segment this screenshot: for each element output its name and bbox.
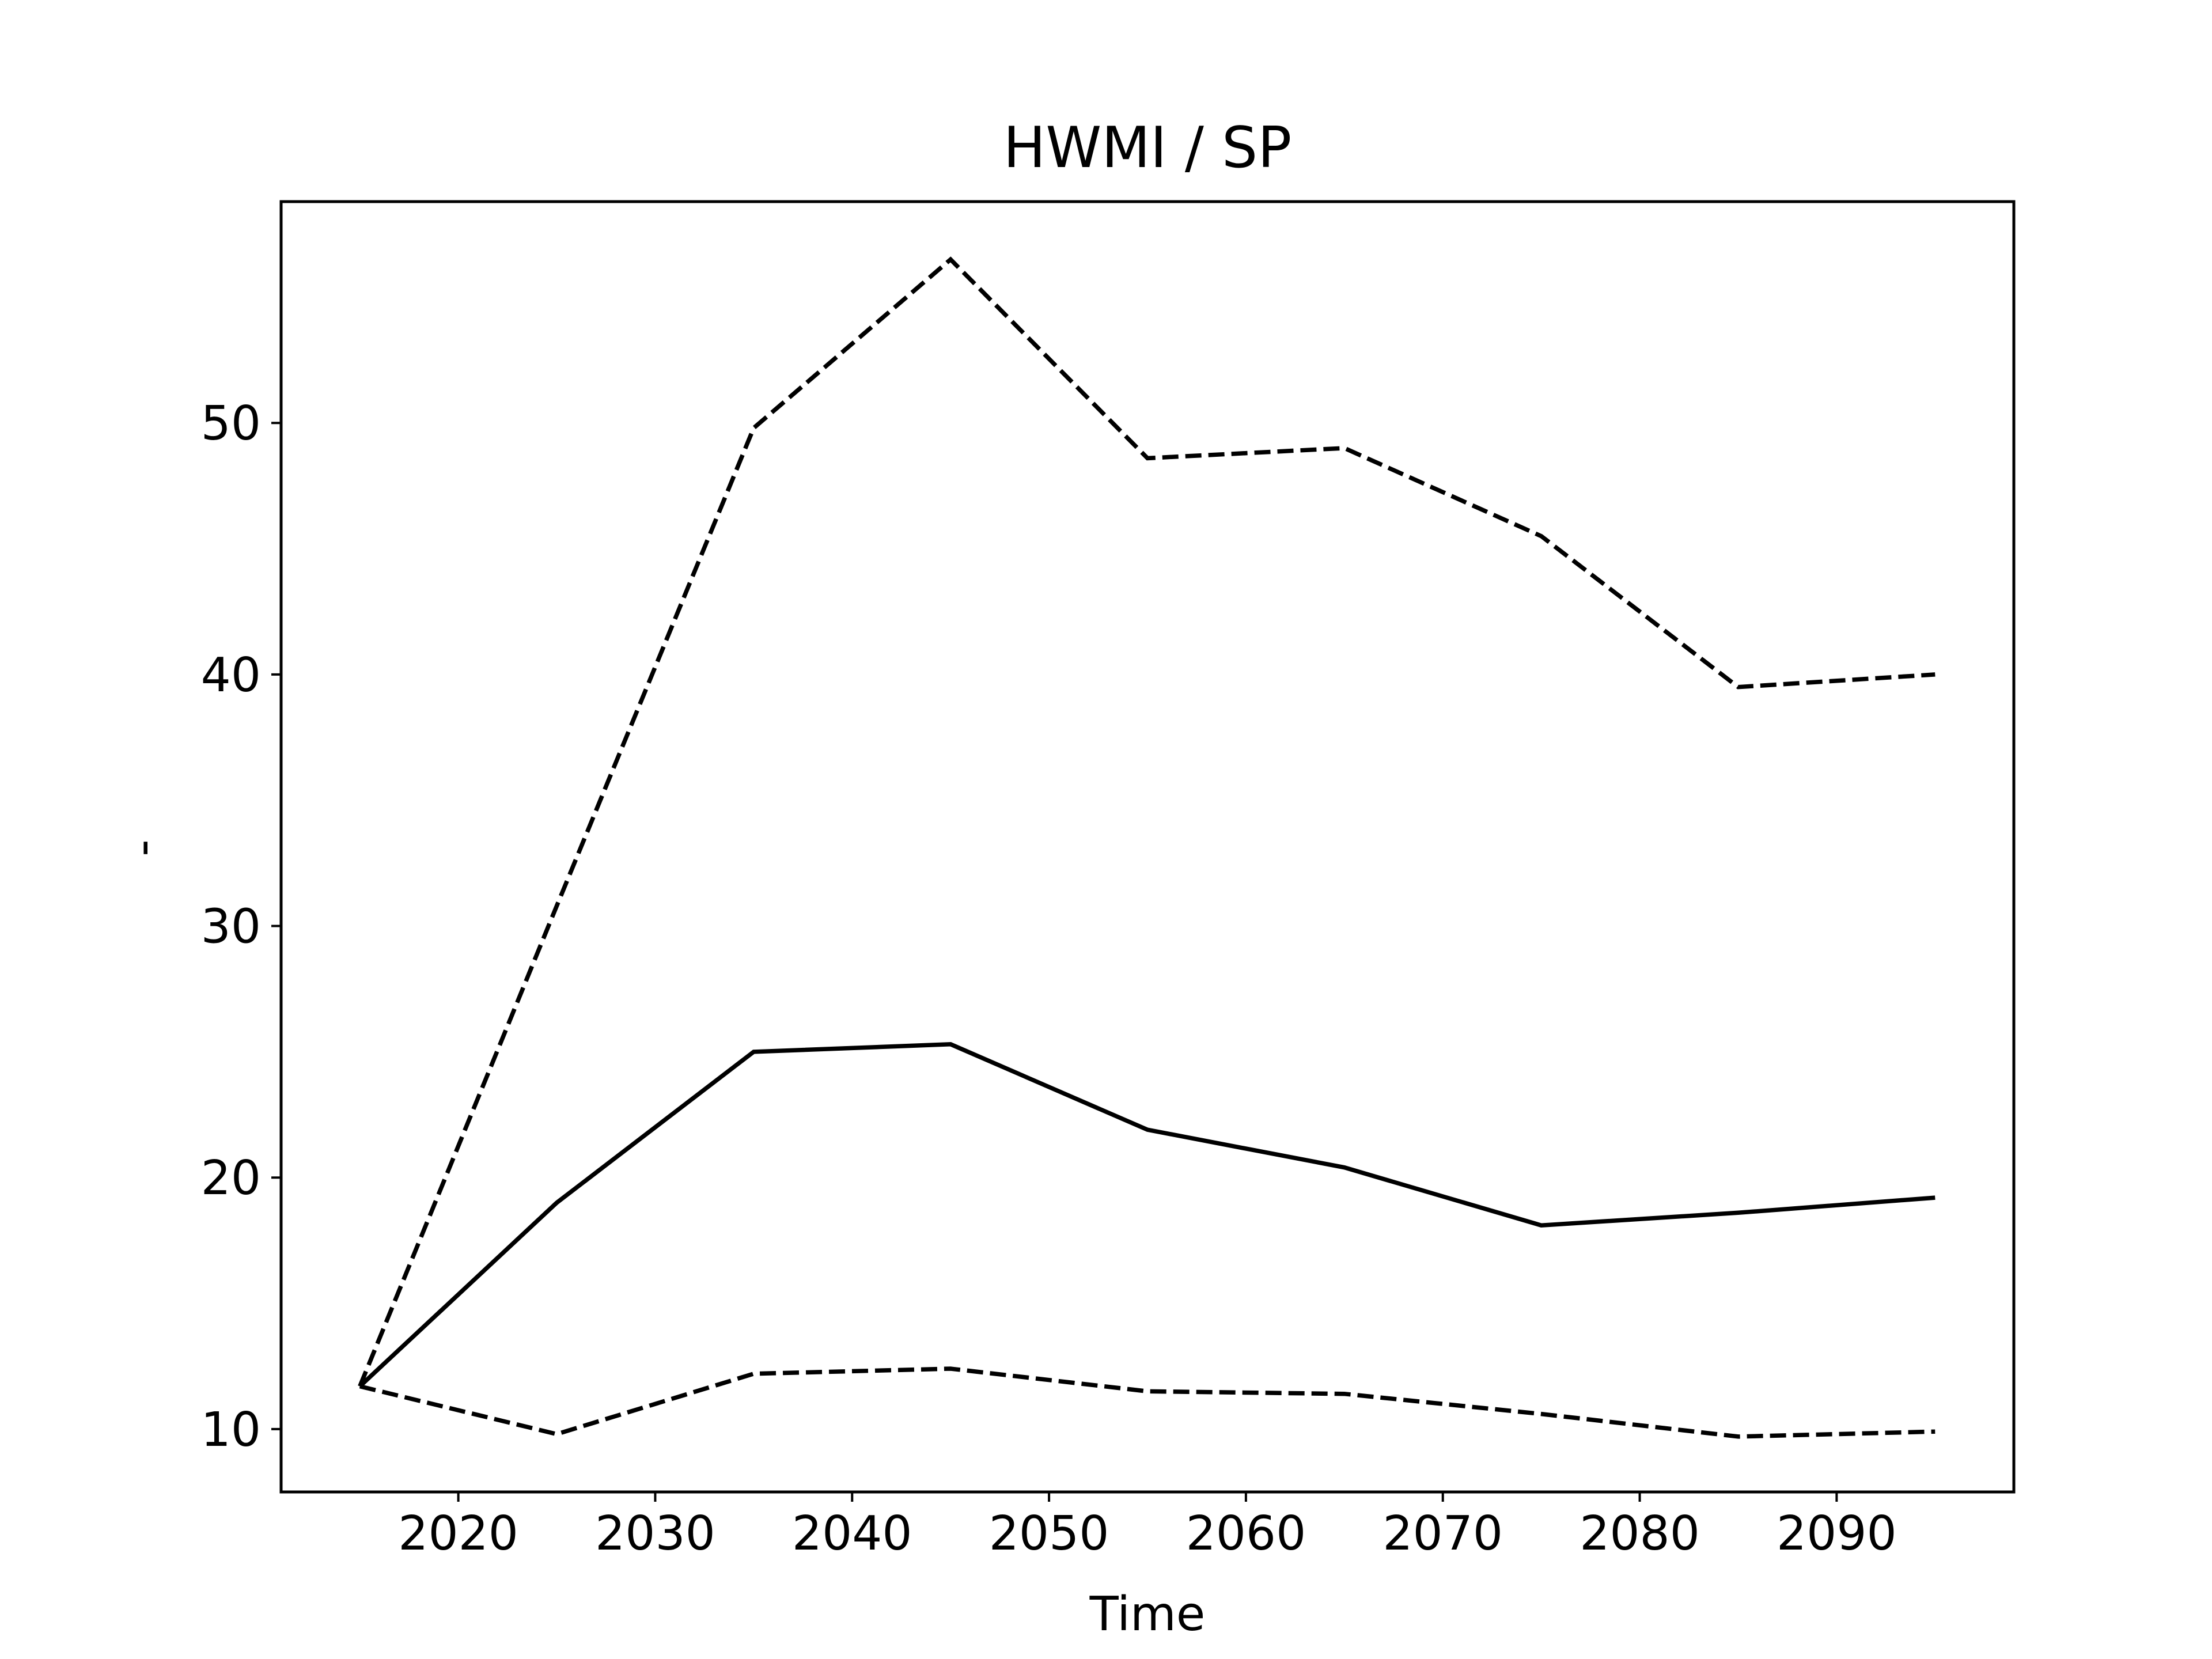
y-tick-label: 10 bbox=[201, 1403, 261, 1457]
x-tick-label: 2020 bbox=[398, 1506, 518, 1561]
x-tick-label: 2090 bbox=[1777, 1506, 1897, 1561]
x-tick-label: 2040 bbox=[792, 1506, 912, 1561]
x-axis-title: Time bbox=[1089, 1587, 1206, 1642]
series-line-3 bbox=[359, 1366, 1936, 1439]
series-line-2 bbox=[358, 1042, 1936, 1388]
plot-frame bbox=[279, 200, 2016, 1494]
y-tick-label: 50 bbox=[201, 396, 261, 451]
x-tick-label: 2070 bbox=[1382, 1506, 1503, 1561]
chart-title: HWMI / SP bbox=[1003, 115, 1292, 181]
y-tick-label: 40 bbox=[201, 648, 261, 703]
x-tick-label: 2050 bbox=[989, 1506, 1109, 1561]
y-tick-label: 20 bbox=[201, 1151, 261, 1206]
plot-area bbox=[358, 256, 1936, 1439]
x-tick-label: 2080 bbox=[1580, 1506, 1700, 1561]
y-tick-label: 30 bbox=[201, 900, 261, 955]
x-axis: 2020 2030 2040 2050 2060 2070 2080 2090 bbox=[398, 1492, 1897, 1561]
y-axis-title: - bbox=[115, 839, 170, 857]
series-line-1 bbox=[358, 256, 1936, 1388]
x-tick-label: 2030 bbox=[595, 1506, 715, 1561]
x-tick-label: 2060 bbox=[1186, 1506, 1306, 1561]
y-axis: 10 20 30 40 50 bbox=[201, 396, 281, 1457]
